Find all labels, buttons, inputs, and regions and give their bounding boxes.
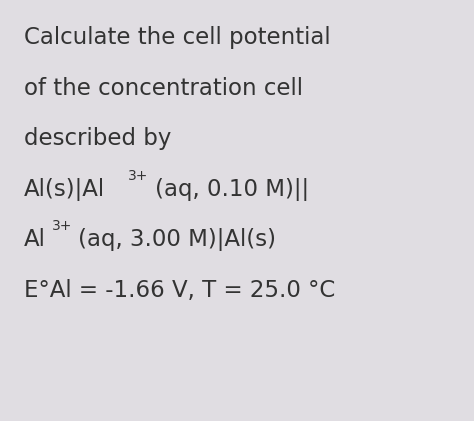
Text: described by: described by bbox=[24, 127, 171, 150]
Text: Calculate the cell potential: Calculate the cell potential bbox=[24, 26, 330, 49]
Text: E°Al = -1.66 V, T = 25.0 °C: E°Al = -1.66 V, T = 25.0 °C bbox=[24, 279, 335, 302]
Text: 3+: 3+ bbox=[52, 219, 73, 233]
Text: of the concentration cell: of the concentration cell bbox=[24, 77, 303, 100]
Text: 3+: 3+ bbox=[128, 169, 149, 183]
Text: (aq, 0.10 M)||: (aq, 0.10 M)|| bbox=[155, 178, 309, 201]
Text: Al(s)|Al: Al(s)|Al bbox=[24, 178, 105, 201]
Text: (aq, 3.00 M)|Al(s): (aq, 3.00 M)|Al(s) bbox=[78, 228, 276, 251]
Text: Al: Al bbox=[24, 228, 46, 251]
